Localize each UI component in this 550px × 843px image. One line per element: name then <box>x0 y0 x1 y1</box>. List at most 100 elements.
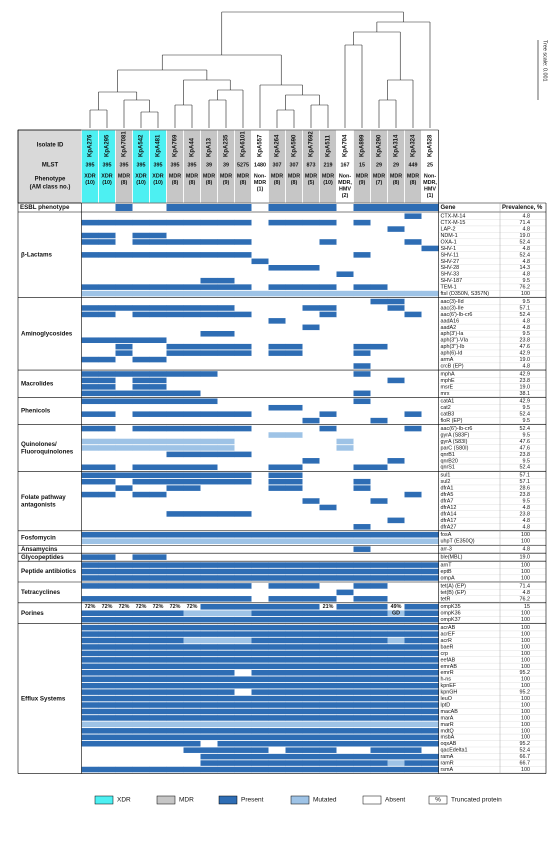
cell <box>421 562 439 568</box>
gene-name: ompK36 <box>441 611 461 617</box>
cell <box>404 644 422 650</box>
cell <box>421 740 439 747</box>
cell <box>132 277 150 284</box>
cell <box>251 404 269 411</box>
cell <box>166 384 184 390</box>
cell <box>234 604 252 610</box>
cell <box>336 363 354 369</box>
cell <box>404 554 422 560</box>
cell <box>421 650 439 657</box>
cell <box>336 258 354 265</box>
cell <box>285 753 303 760</box>
cell <box>251 682 269 689</box>
cell <box>200 575 218 581</box>
cell <box>319 728 337 734</box>
prevalence: 95.2 <box>520 670 531 676</box>
cell <box>115 337 133 343</box>
cell <box>132 554 150 560</box>
cell <box>251 438 269 445</box>
cell <box>234 404 252 411</box>
cell <box>285 538 303 544</box>
cell <box>81 398 99 405</box>
cell <box>404 432 422 438</box>
cell <box>98 695 116 702</box>
cell <box>370 546 388 552</box>
phenotype: MDR <box>356 173 368 179</box>
cell <box>336 689 354 695</box>
cell <box>251 258 269 265</box>
cell <box>234 753 252 760</box>
cell <box>81 265 99 271</box>
gene-header: Gene <box>441 205 457 211</box>
cell <box>285 411 303 417</box>
cell <box>183 290 201 297</box>
cell <box>217 734 235 741</box>
cell <box>166 728 184 734</box>
cell <box>319 663 337 670</box>
cell <box>268 663 286 670</box>
cell <box>421 734 439 741</box>
cell <box>98 583 116 589</box>
prevalence: 66.7 <box>520 754 531 760</box>
cell <box>81 324 99 331</box>
esbl-cell <box>319 204 337 211</box>
cell <box>336 650 354 657</box>
cell <box>200 511 218 517</box>
prevalence: 9.5 <box>523 498 531 504</box>
cell <box>268 562 286 568</box>
cell <box>200 670 218 676</box>
prevalence: 4.8 <box>523 524 531 530</box>
cell <box>132 305 150 311</box>
cell <box>387 644 405 650</box>
cell <box>268 650 286 657</box>
cell <box>98 451 116 458</box>
cell <box>387 464 405 471</box>
cell <box>268 624 286 631</box>
cell <box>336 766 354 773</box>
cell <box>132 417 150 424</box>
cell <box>132 695 150 702</box>
cell <box>115 546 133 552</box>
cell <box>234 458 252 464</box>
cell <box>98 425 116 432</box>
cell <box>183 324 201 331</box>
cell <box>166 371 184 377</box>
cell <box>81 657 99 663</box>
cell <box>370 398 388 405</box>
cell <box>98 610 116 616</box>
cell <box>234 219 252 226</box>
cell <box>421 532 439 538</box>
cell <box>115 258 133 265</box>
isolate-id: KpA324 <box>411 134 417 157</box>
cell <box>217 538 235 544</box>
cell <box>132 478 150 485</box>
cell <box>302 596 320 602</box>
phenotype: XDR <box>84 173 95 179</box>
cell <box>251 390 269 397</box>
cell <box>387 517 405 524</box>
phenotype: MDR, <box>338 180 352 186</box>
cell <box>200 417 218 424</box>
cell <box>336 546 354 552</box>
cell <box>234 425 252 432</box>
cell <box>319 226 337 232</box>
cell <box>81 740 99 747</box>
cell <box>336 695 354 702</box>
cell <box>302 305 320 311</box>
cell <box>336 670 354 676</box>
group-label: Porines <box>21 610 44 617</box>
mlst: 39 <box>206 162 212 168</box>
cell <box>336 324 354 331</box>
cell <box>268 298 286 305</box>
cell <box>336 226 354 232</box>
cell <box>217 239 235 245</box>
isolate-id: KpA7081 <box>122 131 128 157</box>
cell <box>149 458 167 464</box>
cell <box>404 438 422 445</box>
cell <box>421 554 439 560</box>
cell <box>370 568 388 575</box>
cell <box>387 290 405 297</box>
prevalence: 100 <box>521 617 530 623</box>
prevalence: 100 <box>521 625 530 631</box>
cell <box>268 491 286 498</box>
